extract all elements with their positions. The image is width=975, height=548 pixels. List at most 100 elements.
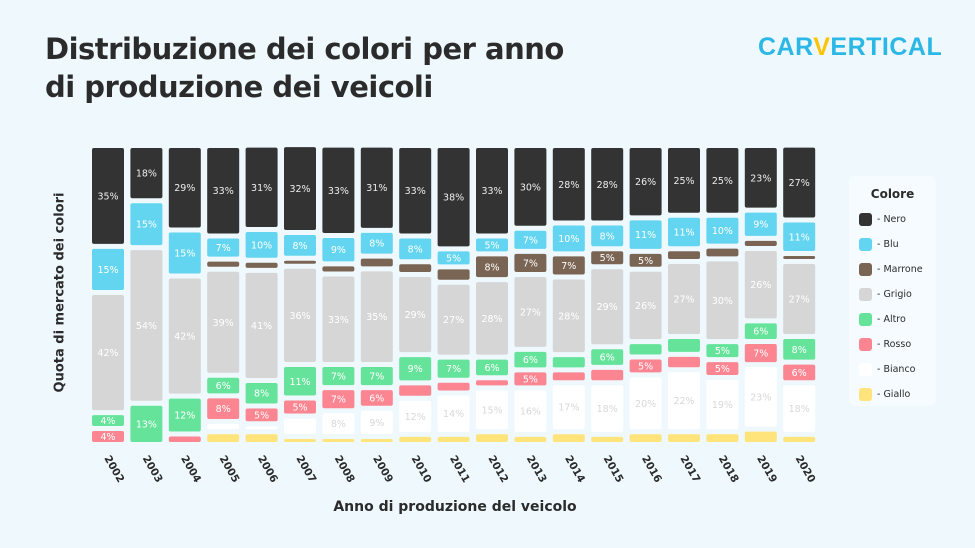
bar-segment-altro-2017 (668, 338, 700, 352)
data-label: 5% (292, 402, 307, 413)
legend-label: - Giallo (877, 389, 911, 400)
data-label: 5% (600, 253, 615, 264)
bar-segment-rosso-2010 (399, 385, 432, 396)
bar-segment-marrone-2009 (360, 258, 393, 267)
legend-swatch (859, 313, 872, 326)
bar-segment-grigio-2003 (130, 250, 163, 401)
data-label: 6% (484, 363, 499, 374)
bar-segment-altro-2005 (207, 377, 240, 394)
bar-segment-giallo-2011 (437, 436, 470, 442)
chart-title: Distribuzione dei colori per anno di prod… (45, 30, 564, 106)
bar-segment-rosso-2018 (706, 362, 739, 376)
legend-item: - Nero (849, 207, 936, 232)
bar-segment-blu-2018 (706, 217, 739, 244)
data-label: 25% (673, 176, 694, 187)
legend-label: - Marrone (877, 264, 923, 275)
legend-swatch (859, 388, 872, 401)
data-label: 6% (792, 368, 807, 379)
bar-segment-nero-2010 (399, 148, 432, 234)
data-label: 23% (750, 173, 771, 184)
bar-segment-altro-2020 (783, 338, 816, 360)
bar-segment-giallo-2017 (668, 434, 700, 442)
title-line-1: Distribuzione dei colori per anno (45, 32, 564, 66)
bar-segment-grigio-2005 (207, 271, 240, 373)
legend-label: - Nero (877, 214, 906, 225)
bar-segment-altro-2004 (168, 398, 201, 432)
data-label: 35% (97, 191, 118, 202)
bar-segment-bianco-2012 (476, 390, 508, 430)
x-tick-label: 2014 (562, 454, 587, 485)
data-label: 9% (331, 245, 346, 256)
bar-segment-bianco-2011 (437, 395, 470, 432)
x-axis-label: Anno di produzione del veicolo (333, 499, 577, 515)
bar-segment-nero-2017 (668, 148, 700, 213)
x-tick-label: 2010 (409, 454, 434, 485)
data-label: 31% (251, 183, 272, 194)
bar-segment-giallo-2012 (476, 434, 508, 442)
data-label: 15% (174, 249, 195, 260)
bar-segment-giallo-2016 (629, 434, 662, 442)
bar-segment-nero-2004 (168, 148, 201, 228)
data-label: 8% (331, 419, 346, 430)
bar-segment-bianco-2009 (360, 410, 393, 434)
bar-segment-nero-2011 (437, 148, 470, 247)
data-label: 7% (446, 364, 461, 375)
bar-segment-giallo-2015 (591, 436, 624, 442)
bar-segment-marrone-2013 (514, 253, 547, 272)
bar-segment-blu-2007 (284, 235, 316, 256)
bar-segment-altro-2003 (130, 405, 163, 442)
bar-segment-rosso-2013 (514, 372, 547, 386)
data-label: 38% (443, 193, 464, 204)
bar-segment-grigio-2019 (744, 251, 777, 319)
data-label: 6% (600, 353, 615, 364)
bar-segment-bianco-2013 (514, 390, 547, 432)
data-label: 33% (481, 186, 502, 197)
bar-segment-giallo-2018 (706, 434, 739, 442)
data-label: 7% (216, 243, 231, 254)
bar-segment-rosso-2020 (783, 364, 816, 381)
data-label: 12% (174, 411, 195, 422)
bar-segment-grigio-2011 (437, 284, 470, 355)
data-label: 5% (638, 361, 653, 372)
data-label: 27% (443, 315, 464, 326)
x-tick-label: 2017 (677, 454, 702, 485)
data-label: 31% (366, 183, 387, 194)
data-label: 7% (523, 258, 538, 269)
legend-item: - Marrone (849, 257, 936, 282)
bar-segment-grigio-2014 (552, 279, 585, 353)
legend-label: - Altro (877, 314, 906, 325)
data-label: 10% (251, 240, 272, 251)
bar-segment-altro-2019 (744, 323, 777, 339)
bar-segment-blu-2011 (437, 251, 470, 265)
bar-segment-bianco-2016 (629, 377, 662, 430)
data-label: 33% (328, 315, 349, 326)
data-label: 8% (484, 262, 499, 273)
x-tick-label: 2019 (754, 454, 779, 485)
bar-segment-grigio-2018 (706, 261, 739, 340)
data-label: 33% (405, 186, 426, 197)
bar-segment-bianco-2014 (552, 385, 585, 430)
data-label: 27% (789, 178, 810, 189)
x-tick-label: 2020 (793, 454, 818, 485)
bar-segment-rosso-2008 (322, 390, 355, 409)
bar-segment-altro-2006 (245, 382, 278, 404)
bar-segment-marrone-2010 (399, 264, 432, 272)
bar-segment-blu-2002 (92, 248, 124, 290)
bar-segment-blu-2014 (552, 225, 585, 252)
bar-segment-altro-2012 (476, 359, 508, 376)
data-label: 10% (712, 226, 733, 237)
data-label: 5% (638, 256, 653, 267)
data-label: 33% (213, 186, 234, 197)
bar-segment-marrone-2019 (744, 240, 777, 247)
bar-segment-rosso-2019 (744, 343, 777, 363)
x-tick-label: 2006 (255, 454, 280, 485)
data-label: 26% (635, 177, 656, 188)
bar-segment-grigio-2008 (322, 276, 355, 363)
x-tick-label: 2002 (101, 454, 126, 485)
x-tick-label: 2003 (140, 454, 165, 485)
data-label: 27% (673, 294, 694, 305)
data-label: 29% (174, 183, 195, 194)
data-label: 8% (216, 404, 231, 415)
bar-segment-bianco-2005 (207, 424, 240, 430)
